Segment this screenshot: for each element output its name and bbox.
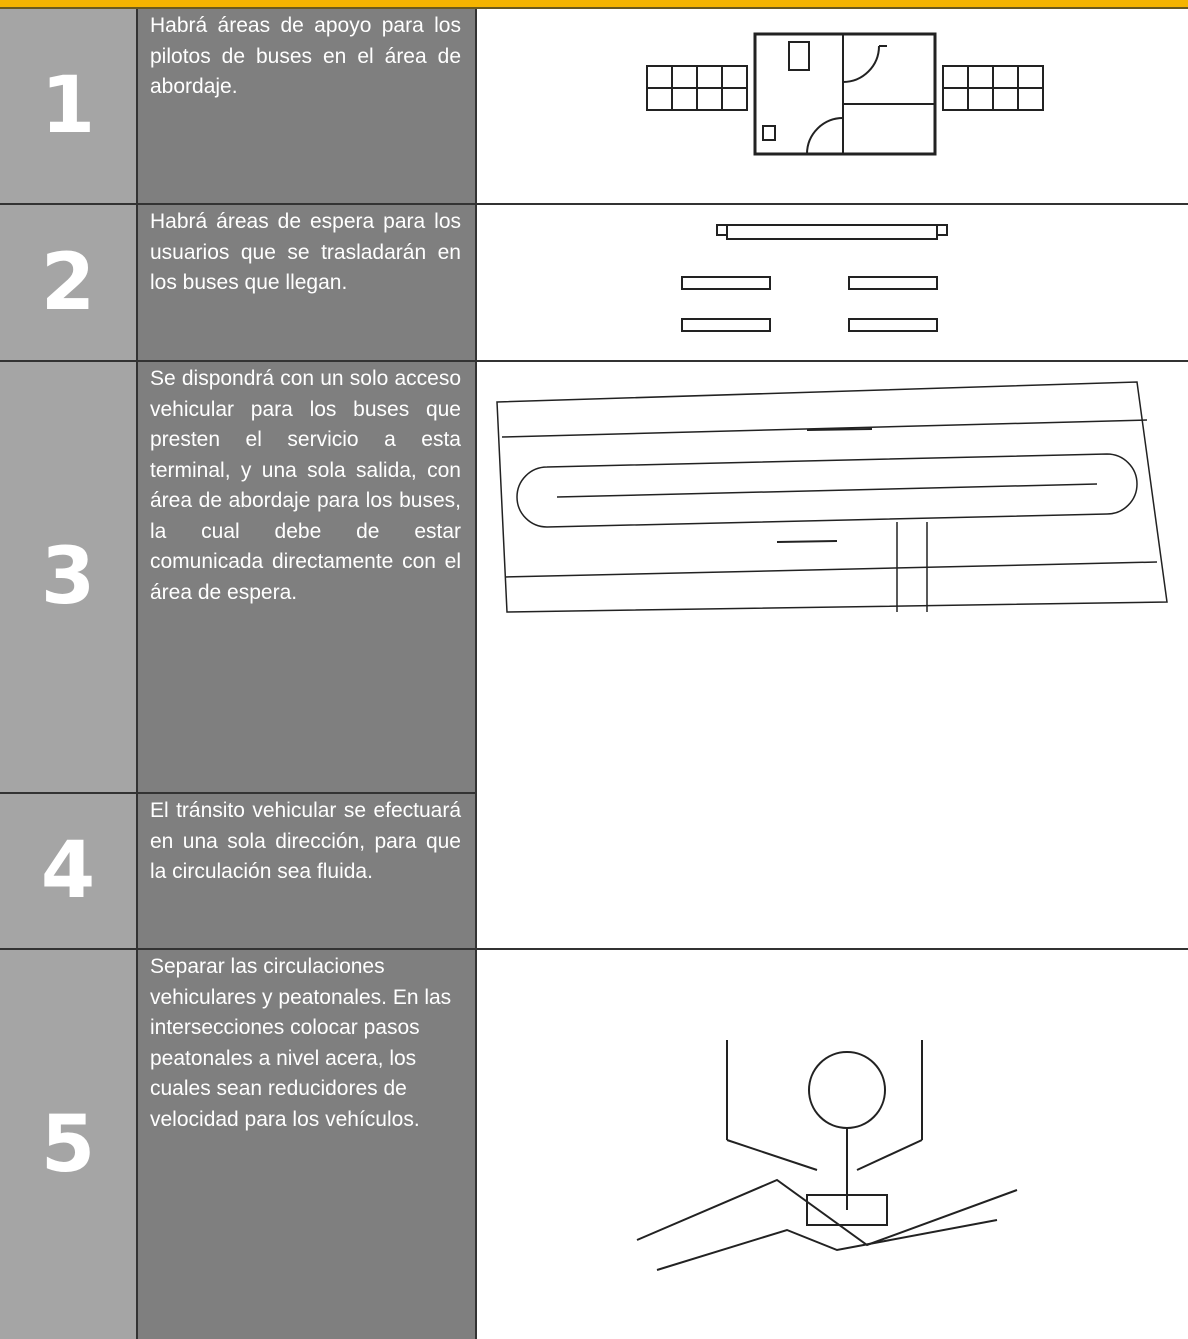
header-bar <box>0 0 1188 9</box>
waiting-area-plan <box>681 224 948 332</box>
row-border <box>0 203 1188 205</box>
row-text: Habrá áreas de espera para los usuarios … <box>138 205 477 360</box>
row-number: 2 <box>0 205 138 360</box>
row-number: 5 <box>0 950 138 1339</box>
row-number: 4 <box>0 794 138 948</box>
row-text: Separar las circulaciones vehiculares y … <box>138 950 477 1339</box>
row-border <box>0 360 1188 362</box>
row-border <box>0 948 1188 950</box>
pedestrian-crossing-sketch <box>636 1040 1018 1271</box>
bus-circulation-plan <box>496 381 1168 613</box>
row-number: 3 <box>0 362 138 792</box>
row-text: Se dispondrá con un solo acceso vehicula… <box>138 362 477 792</box>
row-border <box>0 792 477 794</box>
support-area-plan <box>646 32 1044 156</box>
row-text: Habrá áreas de apoyo para los pilotos de… <box>138 9 477 203</box>
row-text: El tránsito vehicular se efectuará en un… <box>138 794 477 948</box>
row-number: 1 <box>0 9 138 203</box>
